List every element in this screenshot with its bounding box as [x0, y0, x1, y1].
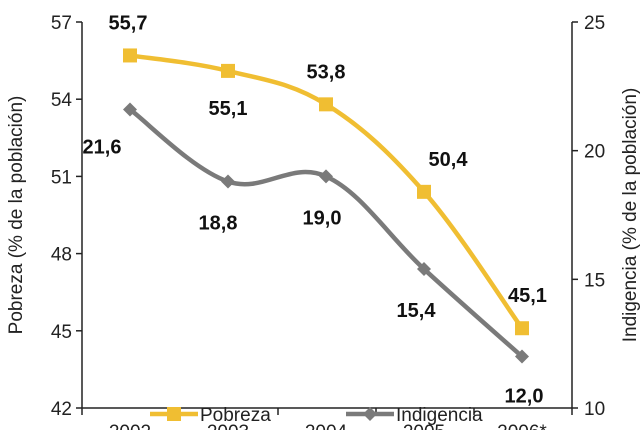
- pobreza-marker: [221, 63, 235, 78]
- indigencia-marker: [319, 169, 333, 184]
- pobreza-marker: [515, 321, 529, 336]
- y-left-tick-label: 57: [51, 13, 72, 34]
- indigencia-marker: [221, 174, 235, 189]
- x-tick-label: 2006*: [497, 422, 547, 430]
- legend-pobreza-marker: [167, 407, 181, 421]
- indigencia-line: [128, 107, 524, 359]
- series-layer: [123, 48, 529, 364]
- pobreza-data-label: 55,7: [109, 12, 148, 34]
- indigencia-data-label: 18,8: [199, 213, 238, 235]
- y-right-tick-label: 20: [584, 142, 605, 163]
- axes: 42 45 48 51 54 57 10 15 20 25 2002 2003 2004 2005 2006…: [6, 13, 641, 430]
- y-left-tick-label: 51: [51, 167, 72, 188]
- pobreza-data-label: 55,1: [209, 98, 248, 120]
- pobreza-data-label: 50,4: [429, 149, 469, 171]
- indigencia-data-label: 12,0: [505, 386, 544, 408]
- indigencia-marker: [417, 262, 431, 277]
- legend-indigencia-label: Indigencia: [396, 405, 483, 426]
- indigencia-marker: [515, 349, 529, 364]
- y-right-tick-label: 10: [584, 399, 605, 420]
- y-right-tick-label: 25: [584, 13, 605, 34]
- x-tick-label: 2002: [109, 422, 151, 430]
- y-left-tick-label: 48: [51, 245, 72, 266]
- indigencia-data-label: 19,0: [303, 207, 342, 229]
- y-left-axis-title: Pobreza (% de la población): [6, 96, 27, 335]
- y-right-tick-label: 15: [584, 270, 605, 291]
- data-labels: 55,7 55,1 53,8 50,4 45,1 21,6 18,8 19,0 15,4 12,0: [83, 12, 547, 407]
- pobreza-line: [129, 53, 524, 330]
- legend-indigencia-marker: [363, 407, 377, 421]
- pobreza-data-label: 53,8: [307, 61, 346, 83]
- y-left-tick-label: 45: [51, 322, 72, 343]
- y-left-tick-label: 42: [51, 399, 72, 420]
- x-tick-label: 2004: [305, 422, 348, 430]
- legend-pobreza-label: Pobreza: [200, 405, 271, 426]
- y-left-tick-label: 54: [51, 90, 73, 111]
- y-right-axis-title: Indigencia (% de la población): [620, 88, 641, 343]
- pobreza-marker: [123, 48, 137, 63]
- pobreza-data-label: 45,1: [508, 285, 547, 307]
- pobreza-marker: [319, 97, 333, 112]
- x-tick-label: 2003: [207, 422, 249, 430]
- indigencia-marker: [123, 102, 137, 117]
- legend: Pobreza Indigencia: [150, 405, 483, 426]
- pobreza-marker: [417, 184, 431, 199]
- indigencia-data-label: 15,4: [397, 300, 437, 322]
- indigencia-data-label: 21,6: [83, 136, 122, 158]
- x-tick-label: 2005: [403, 422, 445, 430]
